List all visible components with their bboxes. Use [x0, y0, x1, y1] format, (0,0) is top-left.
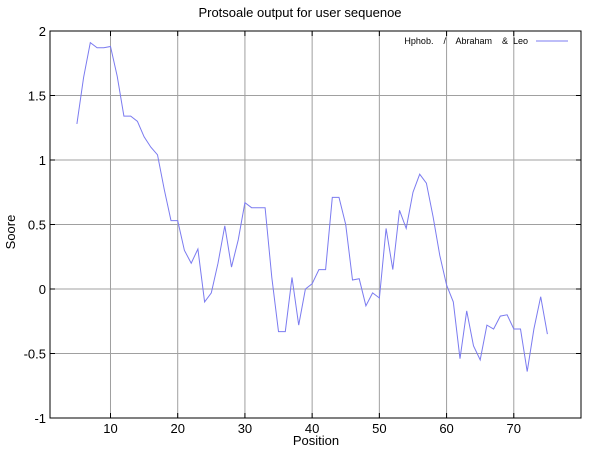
y-tick-label: 0 — [39, 282, 46, 297]
legend-label: Hphob. / Abraham & Leo — [404, 36, 528, 46]
chart-title: Protsoale output for user sequenoe — [198, 5, 401, 20]
x-tick-labels: 10 20 30 40 50 60 70 — [103, 421, 521, 436]
y-tick-label: -1 — [34, 411, 46, 426]
y-tick-label: -0.5 — [24, 347, 46, 362]
x-tick-label: 20 — [170, 421, 184, 436]
y-tick-label: 1.5 — [28, 89, 46, 104]
y-tick-labels: -1 -0.5 0 0.5 1 1.5 2 — [24, 24, 46, 426]
axis-ticks — [50, 30, 581, 419]
y-axis-label: Soore — [3, 215, 18, 250]
x-tick-label: 40 — [305, 421, 319, 436]
grid-lines — [50, 31, 581, 418]
series-line — [76, 41, 548, 372]
x-tick-label: 60 — [439, 421, 453, 436]
y-tick-label: 1 — [39, 153, 46, 168]
x-tick-label: 70 — [507, 421, 521, 436]
legend: Hphob. / Abraham & Leo — [404, 36, 568, 46]
x-tick-label: 30 — [238, 421, 252, 436]
y-tick-label: 2 — [39, 24, 46, 39]
y-tick-label: 0.5 — [28, 218, 46, 233]
x-tick-label: 10 — [103, 421, 117, 436]
x-tick-label: 50 — [372, 421, 386, 436]
series-layer — [76, 41, 548, 372]
x-axis-label: Position — [293, 433, 339, 448]
